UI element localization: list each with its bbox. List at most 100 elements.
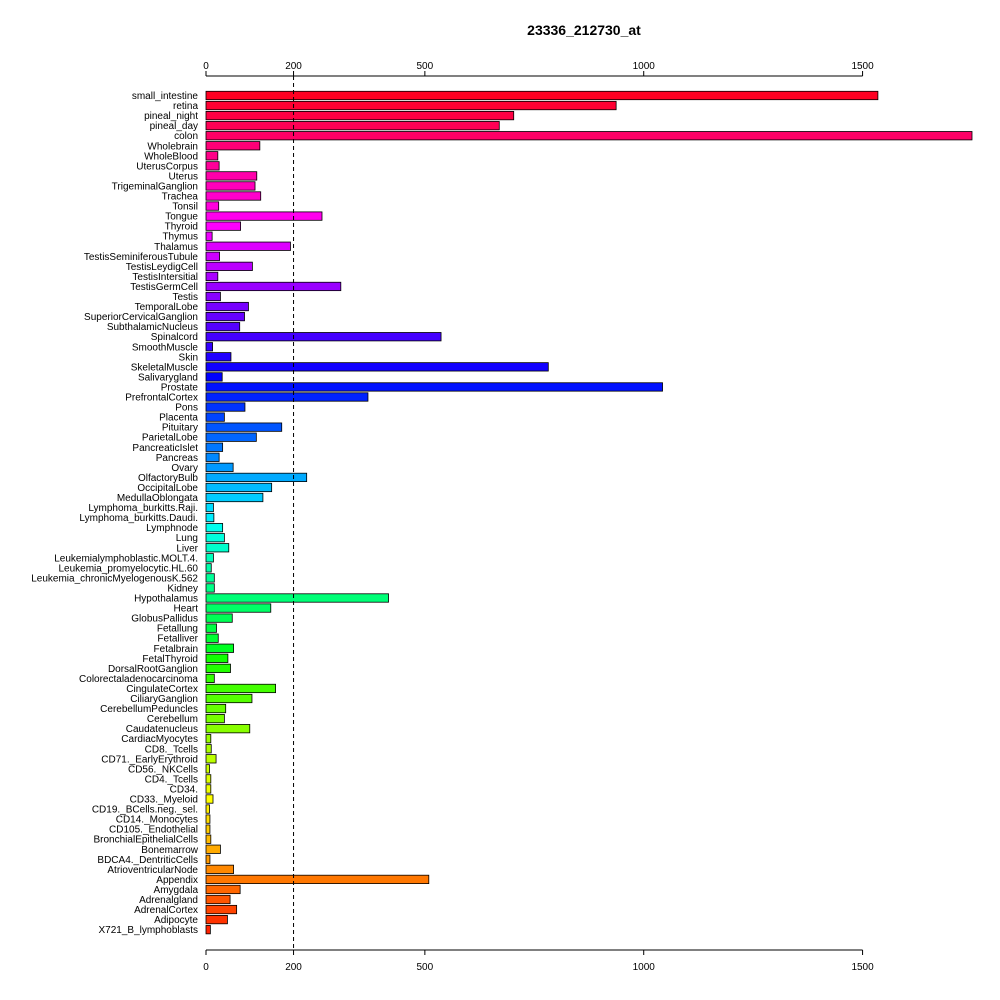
tick-label: 1000	[633, 962, 656, 973]
category-label: UterusCorpus	[136, 161, 198, 172]
category-label: DorsalRootGanglion	[108, 664, 198, 675]
bar	[205, 744, 212, 754]
bar	[205, 322, 241, 332]
category-label: Fetalliver	[157, 634, 198, 645]
bar	[205, 864, 234, 874]
category-label: Leukemia_chronicMyelogenousK.562	[31, 573, 198, 584]
bar	[205, 161, 220, 171]
tick-label: 0	[203, 61, 209, 72]
category-label: Pons	[175, 403, 198, 414]
category-label: AtrioventricularNode	[107, 865, 198, 876]
category-label: CD56._NKCells	[128, 764, 198, 775]
category-label: Leukemialymphoblastic.MOLT.4.	[54, 553, 198, 564]
bar	[205, 352, 232, 362]
category-label: Liver	[176, 543, 198, 554]
bar	[205, 462, 234, 472]
bar	[205, 382, 663, 392]
category-label: pineal_night	[144, 111, 198, 122]
bar	[205, 734, 212, 744]
bar	[205, 613, 233, 623]
bar	[205, 894, 231, 905]
category-label: Fetalbrain	[154, 644, 198, 655]
bar	[205, 131, 973, 141]
category-label: OccipitalLobe	[137, 483, 198, 494]
bar	[205, 90, 879, 101]
bar	[205, 231, 213, 241]
category-label: PrefrontalCortex	[125, 393, 198, 404]
category-label: Placenta	[159, 413, 198, 424]
bar	[205, 271, 219, 282]
category-label: MedullaOblongata	[117, 493, 199, 504]
bar	[205, 844, 221, 854]
category-label: PancreaticIslet	[132, 443, 198, 454]
category-label: Bonemarrow	[141, 845, 198, 856]
bar	[205, 754, 217, 764]
category-label: ParietalLobe	[142, 433, 199, 444]
category-label: GlobusPallidus	[131, 614, 198, 625]
category-label: Adipocyte	[154, 915, 198, 926]
bar	[205, 362, 549, 372]
category-label: BDCA4._DentriticCells	[97, 855, 198, 866]
bar	[205, 724, 251, 734]
bar	[205, 402, 246, 412]
tick-label: 500	[417, 962, 434, 973]
bar	[205, 764, 210, 774]
bar	[205, 593, 389, 603]
category-label: CardiacMyocytes	[121, 734, 198, 745]
category-label: Lymphnode	[146, 523, 198, 534]
category-label: Testis	[172, 292, 198, 303]
bar	[205, 492, 264, 503]
bar	[205, 533, 225, 543]
category-label: CiliaryGanglion	[130, 694, 198, 705]
bar	[205, 774, 212, 784]
category-label: CD105._Endothelial	[109, 825, 198, 836]
category-label: Appendix	[156, 875, 198, 886]
category-label: Amygdala	[154, 885, 199, 896]
bar	[205, 372, 223, 382]
bar	[205, 683, 276, 694]
bar	[205, 412, 225, 422]
bar	[205, 784, 212, 794]
bar	[205, 633, 219, 643]
category-label: Adrenalgland	[139, 895, 198, 906]
bar	[205, 111, 515, 121]
bar	[205, 874, 430, 885]
category-label: Ovary	[171, 463, 198, 474]
bar	[205, 342, 213, 352]
bar	[205, 804, 210, 814]
bar	[205, 301, 249, 312]
tick-label: 200	[285, 61, 302, 72]
bar	[205, 573, 215, 583]
bar	[205, 714, 225, 724]
category-label: Tongue	[165, 212, 198, 223]
bar	[205, 703, 227, 714]
category-label: Spinalcord	[151, 332, 198, 343]
category-label: Lymphoma_burkitts.Daudi.	[79, 513, 198, 524]
tick-label: 0	[203, 962, 209, 973]
tick-label: 500	[417, 61, 434, 72]
category-label: Leukemia_promyelocytic.HL.60	[58, 563, 198, 574]
category-label: CD4._Tcells	[145, 774, 198, 785]
category-label: small_intestine	[132, 91, 199, 102]
category-label: BronchialEpithelialCells	[94, 835, 199, 846]
bar	[205, 543, 230, 553]
category-labels: small_intestineretinapineal_nightpineal_…	[31, 91, 199, 936]
category-label: WholeBlood	[144, 151, 198, 162]
bar	[205, 834, 212, 844]
category-label: Heart	[174, 604, 199, 615]
category-label: Caudatenucleus	[126, 724, 198, 735]
category-label: Trachea	[162, 192, 199, 203]
category-label: TemporalLobe	[135, 302, 199, 313]
category-label: CD14._Monocytes	[116, 815, 198, 826]
bar	[205, 201, 220, 211]
bar	[205, 904, 238, 915]
bar	[205, 553, 214, 563]
category-label: Hypothalamus	[134, 594, 198, 605]
category-label: AdrenalCortex	[134, 905, 198, 916]
bar	[205, 653, 229, 663]
bar	[205, 513, 215, 523]
bar	[205, 151, 219, 161]
bar	[205, 884, 241, 895]
category-label: colon	[174, 131, 198, 142]
bar	[205, 643, 234, 653]
